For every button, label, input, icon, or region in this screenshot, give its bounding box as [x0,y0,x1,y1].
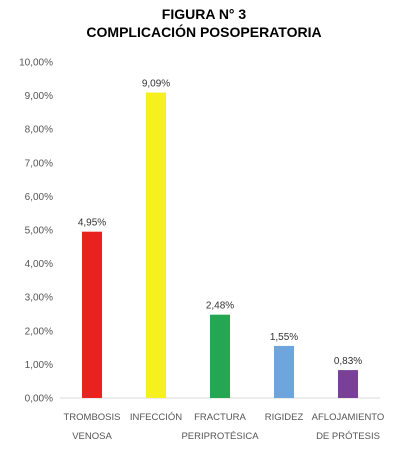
bar [338,370,358,398]
category-label: DE PRÓTESIS [316,431,380,442]
bar [146,92,166,399]
category-label: RIGIDEZ [265,412,304,423]
y-tick-label: 10,00% [19,58,53,69]
chart-title: COMPLICACIÓN POSOPERATORIA [86,24,322,40]
chart-axes: 0,00% 1,00% 2,00% 3,00% 4,00% 5,00% 6,00% 7,00%… [19,58,380,405]
data-label: 9,09% [142,79,170,90]
bar [210,314,230,398]
category-label: AFLOJAMIENTO [312,412,385,423]
figure-number: FIGURA N° 3 [161,6,247,22]
data-label: 4,95% [78,218,106,229]
category-label: FRACTURA [194,412,246,423]
y-tick-label: 6,00% [25,192,53,203]
category-label: VENOSA [72,431,112,442]
y-tick-label: 3,00% [25,293,53,304]
bar [274,345,294,398]
data-label: 2,48% [206,301,234,312]
chart-bars [82,92,358,399]
y-tick-label: 0,00% [25,394,53,405]
category-label: INFECCIÓN [130,412,182,423]
y-tick-label: 9,00% [25,91,53,102]
category-label: TROMBOSIS [63,412,120,423]
y-tick-label: 1,00% [25,360,53,371]
category-label: PERIPROTÉSICA [181,431,259,442]
chart-labels: 4,95% TROMBOSIS VENOSA 9,09% INFECCIÓN 2,48% F… [63,79,384,442]
y-tick-label: 7,00% [25,158,53,169]
data-label: 1,55% [270,332,298,343]
y-tick-label: 8,00% [25,125,53,136]
y-tick-label: 4,00% [25,259,53,270]
bar [82,231,102,398]
data-label: 0,83% [334,356,362,367]
y-tick-label: 2,00% [25,326,53,337]
y-tick-label: 5,00% [25,226,53,237]
